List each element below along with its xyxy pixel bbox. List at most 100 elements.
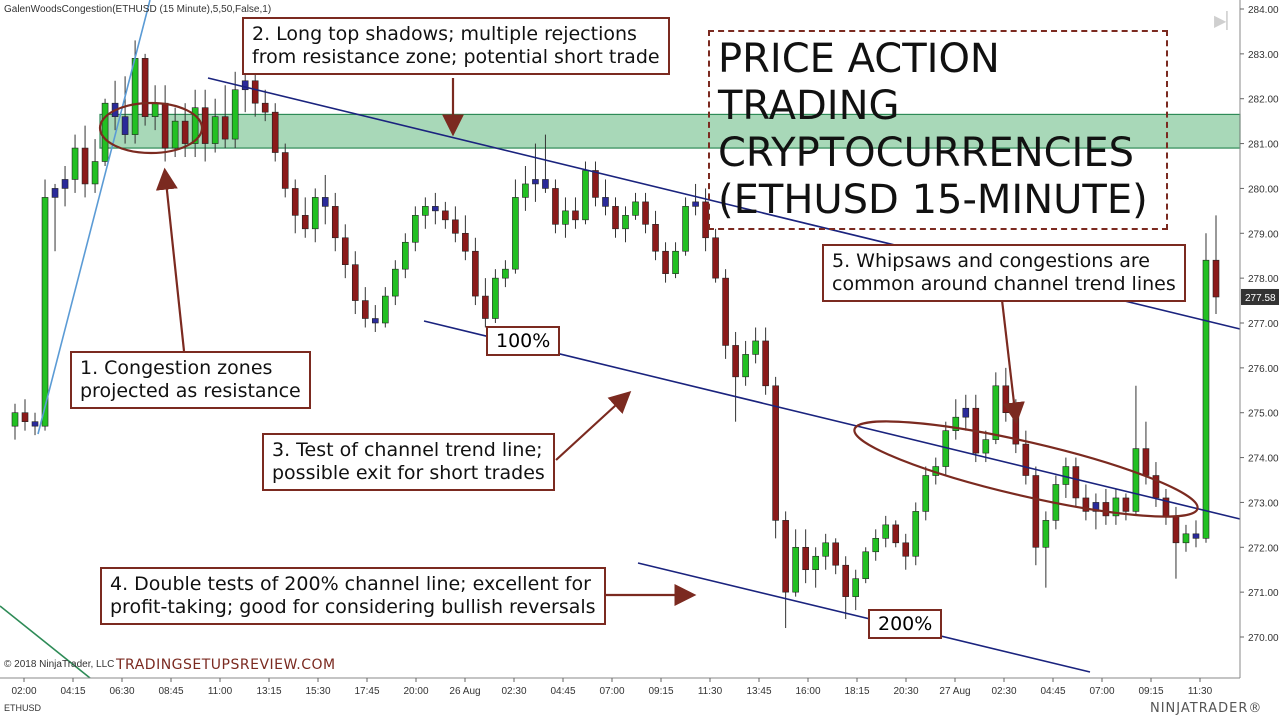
- x-tick-label: 11:30: [698, 686, 723, 697]
- candle-body: [482, 295, 489, 319]
- annotation-1-line-1: 1. Congestion zones: [80, 357, 273, 379]
- annotation-2-line-2: from resistance zone; potential short tr…: [252, 46, 660, 68]
- candle-body: [301, 215, 309, 230]
- x-tick-label: 02:30: [991, 686, 1016, 697]
- candle-body: [382, 295, 389, 324]
- x-tick-label: 04:45: [550, 686, 575, 697]
- x-tick-label: 02:00: [11, 686, 36, 697]
- candle-body: [622, 215, 629, 230]
- candle-body: [1202, 259, 1210, 539]
- y-tick-label: 276.00: [1248, 364, 1279, 375]
- candle-body: [1132, 448, 1140, 512]
- candle-body: [231, 89, 239, 140]
- annotation-4-line-2: profit-taking; good for considering bull…: [110, 596, 596, 618]
- candle-body: [281, 152, 289, 189]
- candle-body: [41, 197, 49, 427]
- candle-body: [1022, 443, 1030, 476]
- x-tick-label: 20:00: [403, 686, 428, 697]
- candle-body: [422, 206, 429, 216]
- x-tick-label: 06:30: [109, 686, 134, 697]
- candle-body: [191, 107, 199, 144]
- candle-body: [632, 201, 639, 216]
- candle-body: [452, 219, 459, 234]
- title-line-3: (ETHUSD 15-MINUTE): [718, 177, 1148, 223]
- chart-title-box: PRICE ACTION TRADING CRYPTOCURRENCIES (E…: [708, 30, 1168, 230]
- candle-body: [1102, 502, 1110, 517]
- x-tick-label: 13:15: [256, 686, 281, 697]
- candle-body: [91, 161, 99, 185]
- candle-body: [201, 107, 209, 144]
- candle-body: [952, 416, 960, 431]
- candle-body: [782, 520, 789, 593]
- channel-100-label: 100%: [486, 326, 561, 356]
- candle-body: [11, 412, 19, 427]
- candle-body: [1002, 385, 1010, 414]
- candle-body: [672, 250, 679, 274]
- x-tick-label: 13:45: [746, 686, 771, 697]
- candle-body: [882, 524, 890, 539]
- candle-body: [1142, 448, 1150, 476]
- candle-body: [442, 210, 449, 221]
- candle-body: [722, 277, 729, 346]
- candle-body: [1172, 515, 1180, 544]
- candle-body: [562, 210, 569, 225]
- candle-body: [532, 179, 539, 185]
- annotation-1-line-2: projected as resistance: [80, 380, 301, 402]
- chart-header: GalenWoodsCongestion(ETHUSD (15 Minute),…: [4, 4, 272, 15]
- resistance-zone: [99, 113, 1241, 149]
- candle-body: [502, 268, 509, 279]
- annotation-5: 5. Whipsaws and congestions are common a…: [822, 244, 1186, 302]
- candle-body: [121, 116, 129, 135]
- candle-body: [131, 58, 139, 135]
- website-label[interactable]: TRADINGSETUPSREVIEW.COM: [116, 657, 336, 673]
- y-tick-label: 274.00: [1248, 454, 1279, 465]
- y-tick-label: 275.00: [1248, 409, 1279, 420]
- candle-body: [1072, 466, 1080, 499]
- y-tick-label: 277.00: [1248, 319, 1279, 330]
- play-icon[interactable]: ▶▏: [1214, 11, 1239, 30]
- x-tick-label: 26 Aug: [449, 686, 480, 697]
- last-price-badge: [1241, 288, 1279, 305]
- candle-body: [492, 277, 499, 319]
- candle-body: [512, 197, 519, 270]
- candle-body: [822, 542, 829, 557]
- instrument-label: ETHUSD: [4, 703, 42, 713]
- green-trend-line: [0, 605, 91, 679]
- channel-200-label: 200%: [868, 609, 943, 639]
- y-tick-label: 279.00: [1248, 229, 1279, 240]
- candle-body: [361, 300, 369, 319]
- candle-body: [1212, 259, 1220, 298]
- x-tick-label: 11:30: [1188, 686, 1213, 697]
- candle-body: [542, 179, 549, 189]
- x-tick-label: 16:00: [795, 686, 820, 697]
- arrow-3: [555, 391, 632, 461]
- title-line-2: CRYPTOCURRENCIES: [718, 130, 1135, 176]
- annotation-5-line-1: 5. Whipsaws and congestions are: [832, 250, 1150, 272]
- y-axis: 284.00 283.00 282.00 281.00 280.00 279.00 278.…: [1239, 0, 1279, 678]
- candle-body: [1192, 533, 1200, 539]
- candle-body: [572, 210, 579, 221]
- annotation-2: 2. Long top shadows; multiple rejections…: [242, 17, 670, 75]
- x-tick-label: 11:00: [208, 686, 233, 697]
- candle-body: [842, 564, 849, 597]
- candle-body: [792, 546, 799, 593]
- candle-body: [351, 264, 359, 301]
- x-tick-label: 17:45: [354, 686, 379, 697]
- annotation-2-line-1: 2. Long top shadows; multiple rejections: [252, 23, 637, 45]
- candle-body: [1032, 475, 1040, 548]
- candle-body: [462, 232, 469, 252]
- y-tick-label: 271.00: [1248, 588, 1279, 599]
- candle-body: [862, 551, 870, 579]
- x-tick-label: 27 Aug: [939, 686, 970, 697]
- whipsaw-ellipse: [853, 420, 1199, 518]
- candle-body: [602, 197, 609, 207]
- candle-body: [181, 120, 189, 144]
- y-tick-label: 272.00: [1248, 543, 1279, 554]
- candle-body: [982, 439, 990, 454]
- candle-body: [852, 578, 860, 597]
- candle-body: [1042, 520, 1050, 548]
- x-axis: 02:00 04:15 06:30 08:45 11:00 13:15 15:30 17:45…: [0, 677, 1240, 697]
- candle-body: [692, 201, 699, 207]
- candle-body: [832, 542, 839, 566]
